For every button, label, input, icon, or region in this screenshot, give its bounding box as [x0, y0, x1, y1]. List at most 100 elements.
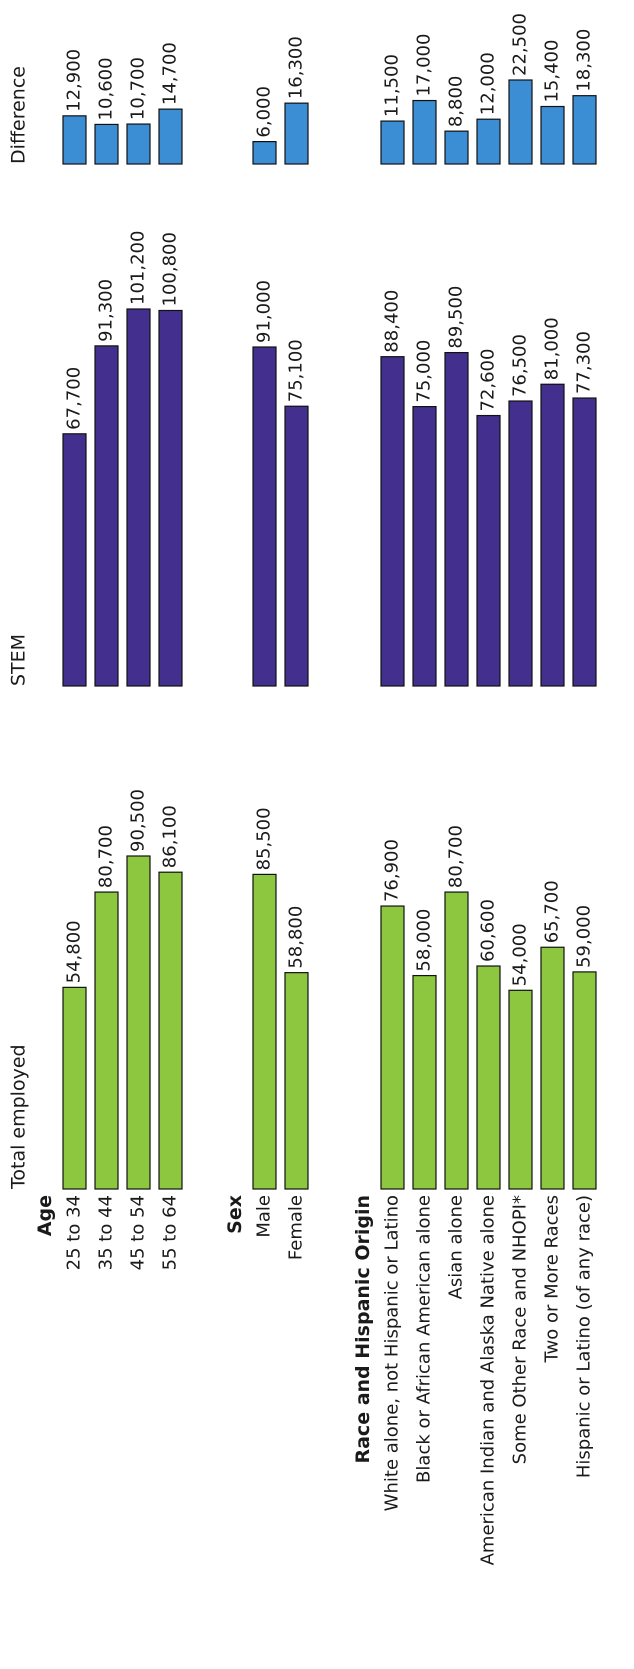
stem-bar — [94, 345, 119, 687]
stem-bar — [252, 346, 277, 687]
diff-bar — [62, 115, 87, 165]
diff-value-label: 11,500 — [382, 54, 403, 117]
total-bar — [412, 974, 437, 1190]
total-value-label: 65,700 — [542, 880, 563, 943]
category-label: 35 to 44 — [96, 1195, 117, 1270]
stem-value-label: 91,300 — [96, 279, 117, 342]
stem-value-label: 88,400 — [382, 290, 403, 353]
category-label: Female — [286, 1195, 307, 1260]
stem-value-label: 100,800 — [160, 232, 181, 306]
diff-bar — [284, 102, 309, 165]
total-bar — [380, 905, 405, 1190]
diff-value-label: 15,400 — [542, 40, 563, 103]
diff-bar — [380, 120, 405, 165]
diff-bar — [572, 95, 597, 165]
total-bar — [476, 965, 501, 1190]
diff-bar — [508, 79, 533, 165]
category-label: Two or More Races — [542, 1195, 563, 1363]
stem-value-label: 72,600 — [478, 349, 499, 412]
diff-bar — [158, 108, 183, 165]
diff-value-label: 22,500 — [510, 13, 531, 76]
total-bar — [94, 891, 119, 1190]
diff-value-label: 10,600 — [96, 57, 117, 120]
total-bar — [508, 989, 533, 1190]
diff-value-label: 16,300 — [286, 36, 307, 99]
category-label: American Indian and Alaska Native alone — [478, 1195, 499, 1565]
stem-bar — [476, 414, 501, 687]
stem-value-label: 101,200 — [128, 231, 149, 305]
chart-groups: Age 25 to 34 54,800 67,700 12,900 35 to 44 80,… — [34, 13, 597, 1565]
stem-bar — [158, 309, 183, 687]
total-bar — [62, 986, 87, 1190]
panel-title-stem: STEM — [8, 634, 30, 686]
stem-value-label: 91,000 — [254, 280, 275, 343]
stem-value-label: 89,500 — [446, 286, 467, 349]
total-bar — [444, 891, 469, 1190]
group-0: Age 25 to 34 54,800 67,700 12,900 35 to 44 80,… — [34, 42, 183, 1270]
group-2: Race and Hispanic Origin White alone, not… — [352, 13, 597, 1565]
total-bar — [540, 946, 565, 1190]
stem-bar — [284, 405, 309, 687]
total-bar — [126, 855, 151, 1190]
group-title: Race and Hispanic Origin — [352, 1195, 374, 1464]
diff-bar — [444, 130, 469, 165]
panel-title-diff: Difference — [8, 66, 30, 164]
rotated-chart-frame: Total employed STEM Difference Age 25 to 34… — [8, 13, 597, 1565]
total-value-label: 76,900 — [382, 839, 403, 902]
diff-bar — [412, 99, 437, 165]
diff-value-label: 12,900 — [64, 49, 85, 112]
stem-value-label: 81,000 — [542, 317, 563, 380]
diff-value-label: 14,700 — [160, 42, 181, 105]
category-label: 25 to 34 — [64, 1195, 85, 1270]
panel-titles: Total employed STEM Difference — [8, 66, 30, 1190]
diff-bar — [540, 105, 565, 165]
stem-value-label: 67,700 — [64, 367, 85, 430]
stem-bar — [444, 351, 469, 687]
group-title: Age — [34, 1195, 56, 1236]
total-value-label: 85,500 — [254, 807, 275, 870]
total-value-label: 54,000 — [510, 923, 531, 986]
panel-title-total: Total employed — [8, 1044, 30, 1190]
total-bar — [158, 871, 183, 1190]
total-value-label: 80,700 — [446, 825, 467, 888]
group-1: Sex Male 85,500 91,000 6,000 Female 58,800 75,1… — [224, 36, 309, 1260]
stem-bar — [62, 433, 87, 687]
stem-value-label: 75,100 — [286, 339, 307, 402]
stem-value-label: 75,000 — [414, 340, 435, 403]
total-bar — [284, 972, 309, 1190]
stem-bar — [540, 383, 565, 687]
diff-value-label: 17,000 — [414, 34, 435, 97]
total-value-label: 59,000 — [574, 905, 595, 968]
total-value-label: 80,700 — [96, 825, 117, 888]
stem-bar — [126, 308, 151, 687]
total-value-label: 90,500 — [128, 789, 149, 852]
stem-value-label: 76,500 — [510, 334, 531, 397]
total-value-label: 86,100 — [160, 805, 181, 868]
diff-bar — [476, 118, 501, 165]
category-label: 55 to 64 — [160, 1195, 181, 1270]
total-bar — [252, 873, 277, 1190]
total-value-label: 54,800 — [64, 920, 85, 983]
diff-bar — [252, 141, 277, 165]
stem-bar — [572, 397, 597, 687]
diff-bar — [94, 123, 119, 165]
category-label: Some Other Race and NHOPI* — [510, 1195, 531, 1464]
diff-bar — [126, 123, 151, 165]
total-value-label: 58,000 — [414, 909, 435, 972]
stem-bar — [380, 356, 405, 687]
diff-value-label: 10,700 — [128, 57, 149, 120]
category-label: Male — [254, 1195, 275, 1238]
diff-value-label: 8,800 — [446, 76, 467, 128]
diff-value-label: 18,300 — [574, 29, 595, 92]
total-value-label: 60,600 — [478, 899, 499, 962]
category-label: White alone, not Hispanic or Latino — [382, 1195, 403, 1511]
diff-value-label: 6,000 — [254, 86, 275, 138]
diff-value-label: 12,000 — [478, 52, 499, 115]
stem-bar — [412, 406, 437, 687]
category-label: Asian alone — [446, 1195, 467, 1299]
category-label: Black or African American alone — [414, 1195, 435, 1483]
category-label: 45 to 54 — [128, 1195, 149, 1270]
group-title: Sex — [224, 1195, 246, 1234]
stem-value-label: 77,300 — [574, 331, 595, 394]
